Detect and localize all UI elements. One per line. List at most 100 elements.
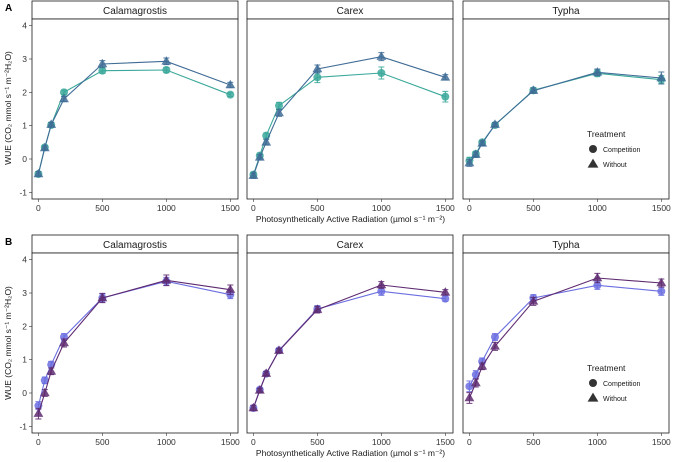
- data-point-triangle: [59, 337, 69, 347]
- series-without: [33, 274, 236, 420]
- data-point-triangle: [477, 361, 488, 370]
- data-point-triangle: [464, 392, 475, 402]
- x-tick-label: 1500: [221, 203, 240, 213]
- data-point-circle: [593, 281, 602, 290]
- x-tick-label: 1500: [436, 203, 455, 213]
- data-point-triangle: [39, 142, 50, 152]
- data-point-triangle: [312, 63, 323, 73]
- x-tick-label: 0: [36, 203, 41, 213]
- x-tick-label: 0: [251, 437, 256, 447]
- data-point-triangle: [440, 72, 451, 81]
- legend-entry-without: Without: [603, 396, 627, 403]
- data-point-triangle: [33, 408, 44, 417]
- x-tick-label: 0: [467, 437, 472, 447]
- data-point-triangle: [656, 72, 667, 82]
- facet-title: Typha: [552, 6, 580, 17]
- y-tick-label: 0: [22, 154, 27, 164]
- legend-title: Treatment: [587, 363, 626, 373]
- legend-key-triangle: [587, 392, 599, 402]
- data-point-triangle: [248, 402, 259, 412]
- x-tick-label: 500: [95, 437, 109, 447]
- data-point-triangle: [464, 157, 475, 167]
- x-tick-label: 1500: [221, 437, 240, 447]
- facet-title: Calamagrostis: [103, 6, 167, 17]
- data-point-triangle: [592, 272, 603, 282]
- data-point-circle: [40, 376, 49, 385]
- series-without: [464, 272, 667, 404]
- data-point-circle: [313, 73, 322, 82]
- data-point-triangle: [261, 137, 272, 146]
- x-tick-label: 1000: [157, 437, 176, 447]
- panel-label: A: [5, 3, 12, 14]
- y-tick-label: -1: [19, 187, 27, 197]
- data-point-triangle: [161, 56, 172, 65]
- facet-title: Carex: [337, 240, 364, 251]
- x-tick-label: 500: [95, 203, 109, 213]
- facet-panel: [31, 18, 239, 200]
- x-tick-label: 1500: [652, 437, 671, 447]
- y-tick-label: 3: [22, 288, 27, 298]
- data-point-circle: [490, 333, 499, 341]
- y-axis-title: WUE (CO₂ mmol s⁻¹ m⁻²H₂O): [3, 51, 13, 165]
- x-tick-label: 0: [251, 203, 256, 213]
- facet-panel: [462, 18, 670, 200]
- x-axis-title: Photosynthetically Active Radiation (µmo…: [256, 214, 445, 224]
- x-tick-label: 500: [526, 203, 540, 213]
- y-tick-label: 1: [22, 355, 27, 365]
- data-point-triangle: [592, 67, 603, 76]
- x-tick-label: 1000: [157, 203, 176, 213]
- data-point-triangle: [376, 279, 387, 289]
- data-point-triangle: [97, 58, 108, 68]
- y-tick-label: 4: [22, 21, 27, 31]
- data-point-triangle: [59, 93, 69, 103]
- y-axis-title: WUE (CO₂ mmol s⁻¹ m⁻²H₂O): [3, 286, 13, 400]
- x-tick-label: 0: [36, 437, 41, 447]
- legend-entry-without: Without: [603, 162, 627, 169]
- data-point-triangle: [470, 377, 481, 387]
- x-tick-label: 1000: [588, 203, 607, 213]
- x-tick-label: 1000: [588, 437, 607, 447]
- y-tick-label: 3: [22, 54, 27, 64]
- data-point-triangle: [470, 149, 481, 158]
- data-point-triangle: [440, 287, 451, 296]
- data-point-triangle: [376, 51, 387, 60]
- facet-panel: [246, 252, 454, 434]
- x-tick-label: 1500: [652, 203, 671, 213]
- data-point-circle: [441, 294, 450, 303]
- series-without: [248, 279, 451, 412]
- y-tick-label: 4: [22, 255, 27, 265]
- x-tick-label: 500: [310, 437, 324, 447]
- data-point-circle: [162, 66, 171, 74]
- data-point-circle: [226, 90, 235, 99]
- y-tick-label: 2: [22, 87, 27, 97]
- data-point-triangle: [477, 138, 488, 147]
- legend-key-triangle: [587, 158, 599, 168]
- data-point-circle: [657, 287, 666, 296]
- data-point-triangle: [274, 345, 284, 354]
- data-point-circle: [465, 382, 474, 391]
- data-point-triangle: [97, 292, 108, 302]
- data-point-triangle: [261, 368, 272, 377]
- facet-title: Calamagrostis: [103, 240, 167, 251]
- data-point-triangle: [490, 119, 500, 128]
- x-tick-label: 500: [310, 203, 324, 213]
- y-tick-label: 2: [22, 321, 27, 331]
- legend-key-circle: [589, 145, 597, 153]
- series-without: [464, 67, 667, 167]
- data-point-circle: [59, 88, 68, 97]
- facet-title: Typha: [552, 240, 580, 251]
- data-point-circle: [441, 92, 450, 101]
- data-point-triangle: [33, 168, 44, 178]
- data-point-circle: [274, 101, 283, 110]
- data-point-triangle: [39, 387, 50, 397]
- legend-entry-competition: Competition: [603, 147, 640, 154]
- data-point-triangle: [490, 341, 500, 350]
- data-point-triangle: [528, 296, 539, 305]
- x-tick-label: 0: [467, 203, 472, 213]
- x-axis-title: Photosynthetically Active Radiation (µmo…: [256, 448, 445, 458]
- data-point-triangle: [46, 119, 57, 128]
- data-point-triangle: [656, 277, 667, 287]
- data-point-circle: [98, 66, 107, 75]
- data-point-triangle: [161, 275, 172, 284]
